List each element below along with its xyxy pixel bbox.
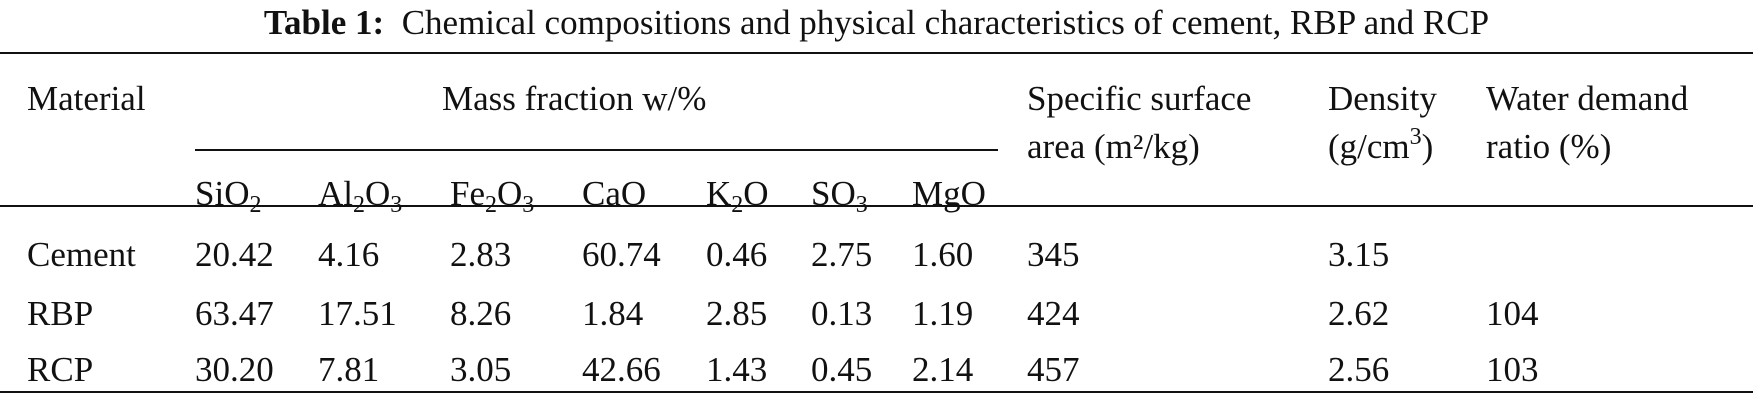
header-water-demand-line1: Water demand (1486, 79, 1689, 118)
mass-fraction-underline (195, 149, 998, 151)
cell-mass-k2o: 2.85 (706, 294, 768, 333)
cell-mass-so3: 0.45 (811, 350, 873, 389)
header-specific-surface-line1: Specific surface (1027, 79, 1252, 118)
header-water-demand-line2: ratio (%) (1486, 127, 1612, 166)
cell-mass-cao: 60.74 (582, 235, 661, 274)
cell-mass-so3: 2.75 (811, 235, 873, 274)
cell-water-demand: 104 (1486, 294, 1539, 333)
cell-specific-surface: 457 (1027, 350, 1080, 389)
cell-mass-mgo: 1.60 (912, 235, 974, 274)
cell-density: 2.56 (1328, 350, 1390, 389)
cell-mass-k2o: 0.46 (706, 235, 768, 274)
cell-specific-surface: 345 (1027, 235, 1080, 274)
header-density-line1: Density (1328, 79, 1437, 118)
header-oxide-al2o3: Al2O3 (318, 174, 403, 218)
cell-mass-al2o3: 7.81 (318, 350, 380, 389)
header-oxide-fe2o3: Fe2O3 (450, 174, 535, 218)
cell-mass-al2o3: 17.51 (318, 294, 397, 333)
cell-mass-fe2o3: 8.26 (450, 294, 512, 333)
cell-density: 2.62 (1328, 294, 1390, 333)
header-oxide-mgo: MgO (912, 174, 986, 213)
header-mass-fraction: Mass fraction w/% (442, 79, 707, 118)
table-top-rule (0, 52, 1753, 54)
cell-water-demand: 103 (1486, 350, 1539, 389)
cell-mass-fe2o3: 3.05 (450, 350, 512, 389)
header-oxide-k2o: K2O (706, 174, 769, 218)
cell-mass-fe2o3: 2.83 (450, 235, 512, 274)
row-material: RBP (27, 294, 94, 333)
header-oxide-sio2: SiO2 (195, 174, 262, 218)
cell-mass-al2o3: 4.16 (318, 235, 380, 274)
cell-mass-sio2: 30.20 (195, 350, 274, 389)
table-caption: Table 1: Chemical compositions and physi… (0, 0, 1753, 46)
cell-mass-mgo: 1.19 (912, 294, 974, 333)
table-caption-text: Chemical compositions and physical chara… (401, 3, 1490, 42)
cell-mass-cao: 1.84 (582, 294, 644, 333)
cell-mass-sio2: 63.47 (195, 294, 274, 333)
table-caption-label: Table 1: (263, 3, 385, 42)
header-oxide-so3: SO3 (811, 174, 868, 218)
header-material: Material (27, 79, 146, 118)
cell-mass-so3: 0.13 (811, 294, 873, 333)
cell-specific-surface: 424 (1027, 294, 1080, 333)
header-bottom-rule (0, 205, 1753, 207)
header-oxide-cao: CaO (582, 174, 647, 213)
cell-mass-cao: 42.66 (582, 350, 661, 389)
cell-density: 3.15 (1328, 235, 1390, 274)
table-bottom-rule (0, 391, 1753, 393)
cell-mass-k2o: 1.43 (706, 350, 768, 389)
header-specific-surface-line2: area (m²/kg) (1027, 127, 1200, 166)
row-material: RCP (27, 350, 94, 389)
cell-mass-sio2: 20.42 (195, 235, 274, 274)
row-material: Cement (27, 235, 136, 274)
header-density-line2: (g/cm3) (1328, 124, 1434, 166)
cell-mass-mgo: 2.14 (912, 350, 974, 389)
